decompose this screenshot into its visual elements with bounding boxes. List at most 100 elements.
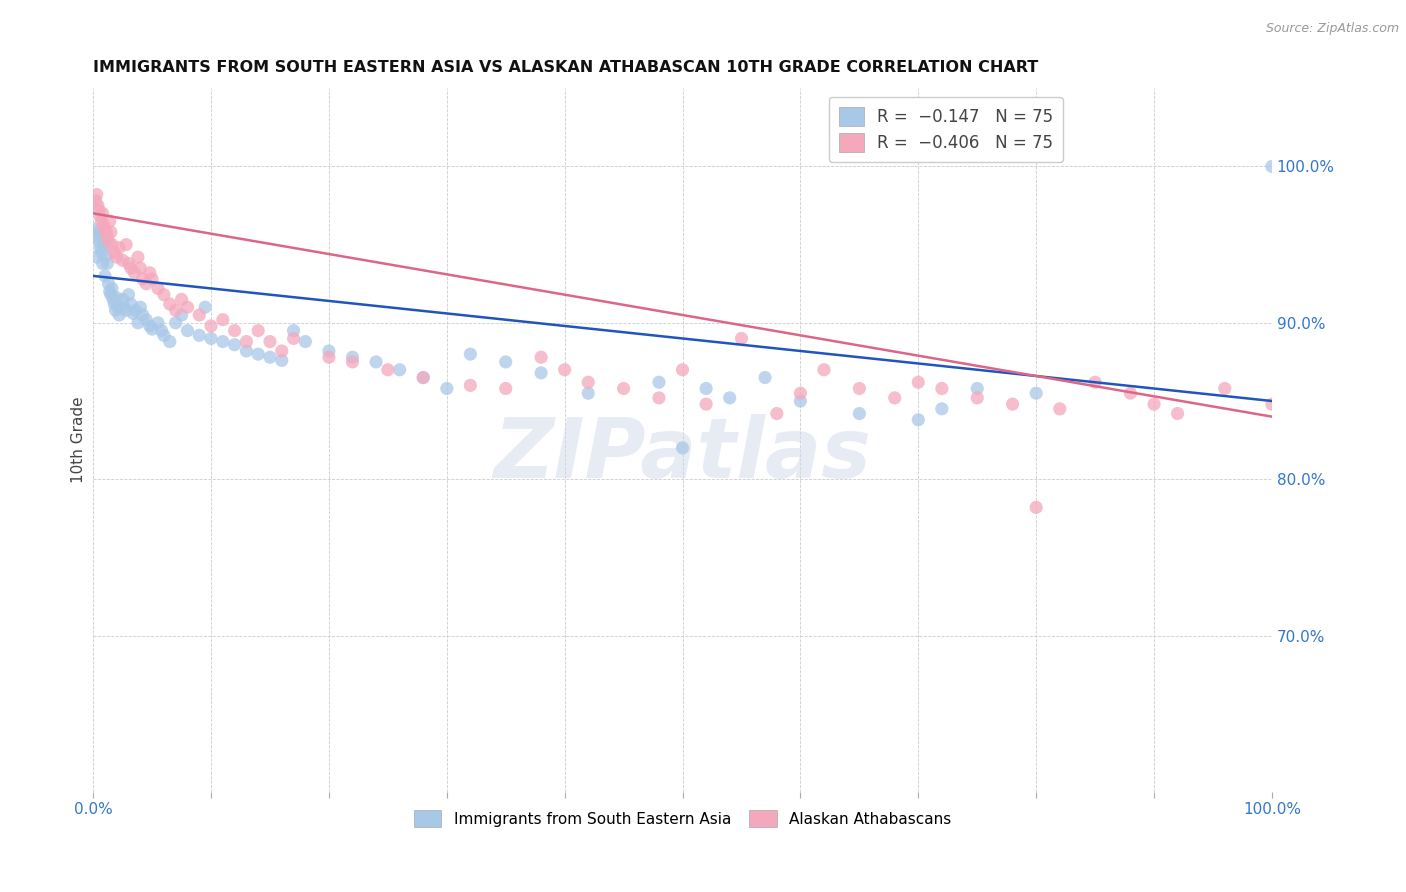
Point	[554, 363, 576, 377]
Point	[695, 382, 717, 396]
Point	[1049, 401, 1071, 416]
Point	[87, 198, 110, 212]
Point	[108, 241, 131, 255]
Point	[89, 241, 111, 255]
Point	[200, 331, 222, 345]
Point	[224, 337, 246, 351]
Point	[436, 382, 458, 396]
Point	[412, 370, 434, 384]
Point	[124, 303, 146, 318]
Point	[318, 343, 340, 358]
Point	[194, 300, 217, 314]
Point	[613, 382, 636, 396]
Point	[150, 324, 173, 338]
Point	[141, 322, 163, 336]
Point	[122, 306, 145, 320]
Point	[170, 308, 193, 322]
Point	[98, 285, 121, 299]
Point	[1084, 376, 1107, 390]
Point	[766, 407, 789, 421]
Point	[211, 334, 233, 349]
Point	[87, 203, 110, 218]
Point	[671, 441, 693, 455]
Text: IMMIGRANTS FROM SOUTH EASTERN ASIA VS ALASKAN ATHABASCAN 10TH GRADE CORRELATION : IMMIGRANTS FROM SOUTH EASTERN ASIA VS AL…	[93, 60, 1039, 75]
Point	[107, 300, 129, 314]
Point	[966, 391, 988, 405]
Point	[135, 312, 157, 326]
Point	[966, 382, 988, 396]
Point	[1261, 160, 1284, 174]
Y-axis label: 10th Grade: 10th Grade	[72, 397, 86, 483]
Point	[412, 370, 434, 384]
Point	[907, 376, 929, 390]
Point	[87, 225, 110, 239]
Point	[84, 229, 107, 244]
Point	[1001, 397, 1024, 411]
Point	[127, 250, 149, 264]
Point	[100, 225, 122, 239]
Point	[104, 303, 127, 318]
Point	[530, 366, 553, 380]
Point	[97, 235, 120, 249]
Point	[100, 287, 122, 301]
Point	[86, 250, 108, 264]
Point	[135, 277, 157, 291]
Point	[89, 210, 111, 224]
Point	[730, 331, 752, 345]
Point	[165, 303, 187, 318]
Point	[108, 308, 131, 322]
Point	[111, 293, 134, 307]
Point	[103, 245, 125, 260]
Point	[96, 256, 118, 270]
Point	[87, 235, 110, 249]
Point	[270, 353, 292, 368]
Point	[495, 355, 517, 369]
Point	[813, 363, 835, 377]
Point	[115, 303, 138, 318]
Point	[648, 391, 671, 405]
Point	[460, 378, 482, 392]
Point	[247, 324, 270, 338]
Point	[883, 391, 905, 405]
Point	[1025, 386, 1047, 401]
Point	[695, 397, 717, 411]
Point	[159, 334, 181, 349]
Point	[789, 394, 811, 409]
Point	[224, 324, 246, 338]
Point	[211, 312, 233, 326]
Point	[101, 281, 124, 295]
Point	[1025, 500, 1047, 515]
Point	[103, 293, 125, 307]
Point	[235, 334, 257, 349]
Point	[671, 363, 693, 377]
Point	[96, 229, 118, 244]
Point	[117, 256, 139, 270]
Point	[754, 370, 776, 384]
Point	[101, 237, 124, 252]
Point	[111, 253, 134, 268]
Point	[247, 347, 270, 361]
Point	[117, 287, 139, 301]
Point	[146, 281, 169, 295]
Point	[93, 219, 115, 233]
Point	[294, 334, 316, 349]
Point	[576, 376, 599, 390]
Point	[94, 268, 117, 283]
Point	[86, 187, 108, 202]
Point	[1143, 397, 1166, 411]
Point	[127, 316, 149, 330]
Point	[318, 350, 340, 364]
Point	[131, 308, 153, 322]
Point	[90, 245, 112, 260]
Point	[91, 256, 114, 270]
Point	[165, 316, 187, 330]
Point	[94, 249, 117, 263]
Point	[848, 407, 870, 421]
Point	[848, 382, 870, 396]
Point	[94, 222, 117, 236]
Point	[141, 272, 163, 286]
Point	[283, 324, 305, 338]
Point	[84, 194, 107, 208]
Point	[103, 297, 125, 311]
Point	[188, 328, 211, 343]
